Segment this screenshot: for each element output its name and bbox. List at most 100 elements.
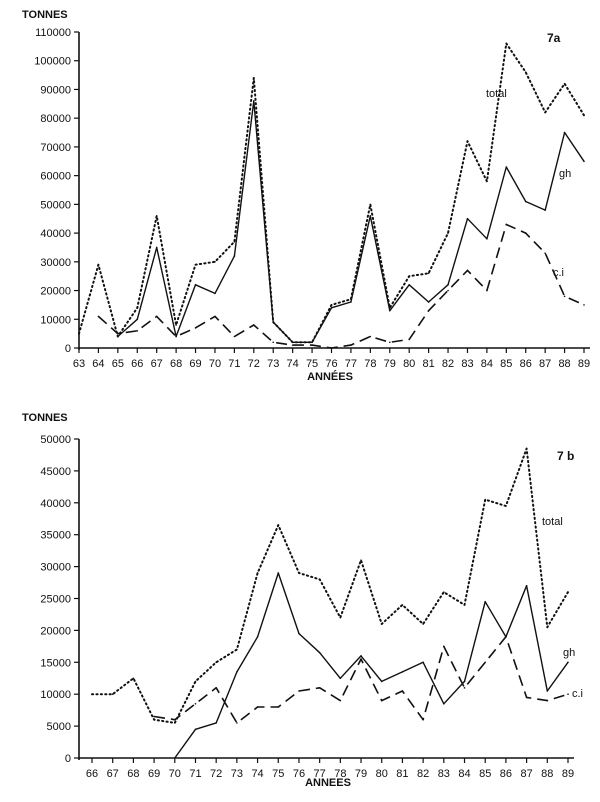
data-point: [525, 447, 528, 450]
data-point: [350, 344, 352, 346]
data-point: [175, 324, 177, 326]
data-point: [484, 661, 487, 664]
data-point: [298, 632, 300, 635]
data-point: [233, 335, 236, 338]
data-point: [447, 284, 449, 286]
data-point: [422, 661, 424, 664]
data-point: [215, 722, 217, 724]
data-point: [546, 699, 549, 702]
data-point: [173, 757, 176, 759]
data-point: [97, 315, 100, 318]
x-tick-label: 69: [148, 768, 160, 780]
data-point: [486, 180, 488, 183]
series-line-ci: [153, 636, 569, 724]
data-point: [291, 344, 294, 346]
y-tick-label: 10000: [40, 314, 71, 326]
data-point: [155, 315, 158, 318]
data-point: [401, 671, 404, 673]
data-point: [97, 263, 100, 266]
data-point: [330, 347, 333, 349]
x-tick-label: 78: [364, 358, 376, 370]
x-tick-label: 63: [73, 358, 85, 370]
data-point: [272, 321, 275, 323]
x-tick-label: 67: [151, 358, 163, 370]
data-point: [277, 572, 280, 574]
x-tick-label: 81: [396, 768, 408, 780]
x-tick-label: 64: [92, 358, 104, 370]
data-point: [253, 77, 255, 79]
panel-label: 7 b: [557, 449, 574, 463]
y-tick-label: 100000: [34, 56, 71, 68]
data-point: [298, 690, 300, 692]
series-ci: [153, 635, 569, 724]
data-point: [369, 335, 372, 338]
y-tick-label: 25000: [40, 594, 71, 606]
x-tick-label: 85: [479, 768, 491, 780]
data-point: [111, 693, 114, 695]
x-tick-label: 82: [417, 768, 429, 780]
data-point: [291, 341, 294, 344]
x-tick-label: 70: [209, 358, 221, 370]
data-point: [117, 335, 119, 338]
data-point: [447, 232, 449, 234]
data-point: [369, 215, 372, 217]
data-point: [253, 100, 255, 102]
x-tick-label: 75: [306, 358, 318, 370]
series-label-total: total: [486, 88, 507, 100]
data-point: [427, 272, 430, 275]
y-tick-label: 5000: [47, 721, 71, 733]
series-line-ci: [97, 223, 585, 349]
data-point: [463, 687, 466, 689]
data-point: [388, 309, 391, 312]
x-tick-label: 79: [355, 768, 367, 780]
x-tick-label: 66: [131, 358, 143, 370]
data-point: [505, 166, 508, 168]
data-point: [388, 341, 391, 344]
y-tick-label: 110000: [35, 27, 71, 39]
data-point: [408, 275, 410, 277]
data-point: [583, 114, 585, 117]
y-tick-label: 30000: [40, 257, 71, 269]
x-tick-label: 76: [325, 358, 337, 370]
data-point: [466, 140, 469, 142]
data-point: [563, 295, 566, 298]
data-point: [463, 680, 466, 683]
y-tick-label: 40000: [40, 498, 71, 510]
x-tick-label: 72: [210, 768, 222, 780]
x-tick-label: 83: [461, 358, 473, 370]
data-point: [525, 696, 528, 699]
x-tick-label: 77: [314, 768, 326, 780]
x-tick-label: 86: [500, 768, 512, 780]
data-point: [272, 341, 275, 344]
data-point: [153, 715, 155, 718]
x-tick-label: 65: [112, 358, 124, 370]
data-point: [484, 498, 487, 501]
y-tick-label: 15000: [40, 657, 71, 669]
data-point: [583, 304, 585, 306]
data-point: [567, 693, 569, 695]
y-tick-label: 0: [65, 343, 71, 355]
data-point: [339, 677, 342, 680]
data-point: [401, 690, 404, 692]
x-tick-label: 68: [127, 768, 139, 780]
data-point: [583, 160, 585, 163]
data-point: [443, 645, 445, 648]
x-tick-label: 73: [267, 358, 279, 370]
y-tick-label: 20000: [40, 286, 71, 298]
data-point: [153, 718, 155, 721]
data-point: [360, 658, 362, 660]
data-point: [486, 238, 488, 240]
data-point: [563, 131, 566, 134]
y-tick-label: 50000: [40, 434, 71, 446]
data-point: [567, 591, 569, 593]
data-point: [194, 327, 197, 329]
x-tick-label: 88: [558, 358, 570, 370]
data-point: [175, 335, 177, 338]
y-tick-label: 10000: [40, 689, 71, 701]
x-tick-label: 79: [384, 358, 396, 370]
x-tick-label: 80: [403, 358, 415, 370]
y-tick-label: 20000: [40, 625, 71, 637]
x-tick-label: 71: [228, 358, 240, 370]
data-point: [427, 301, 430, 303]
data-point: [524, 71, 527, 74]
